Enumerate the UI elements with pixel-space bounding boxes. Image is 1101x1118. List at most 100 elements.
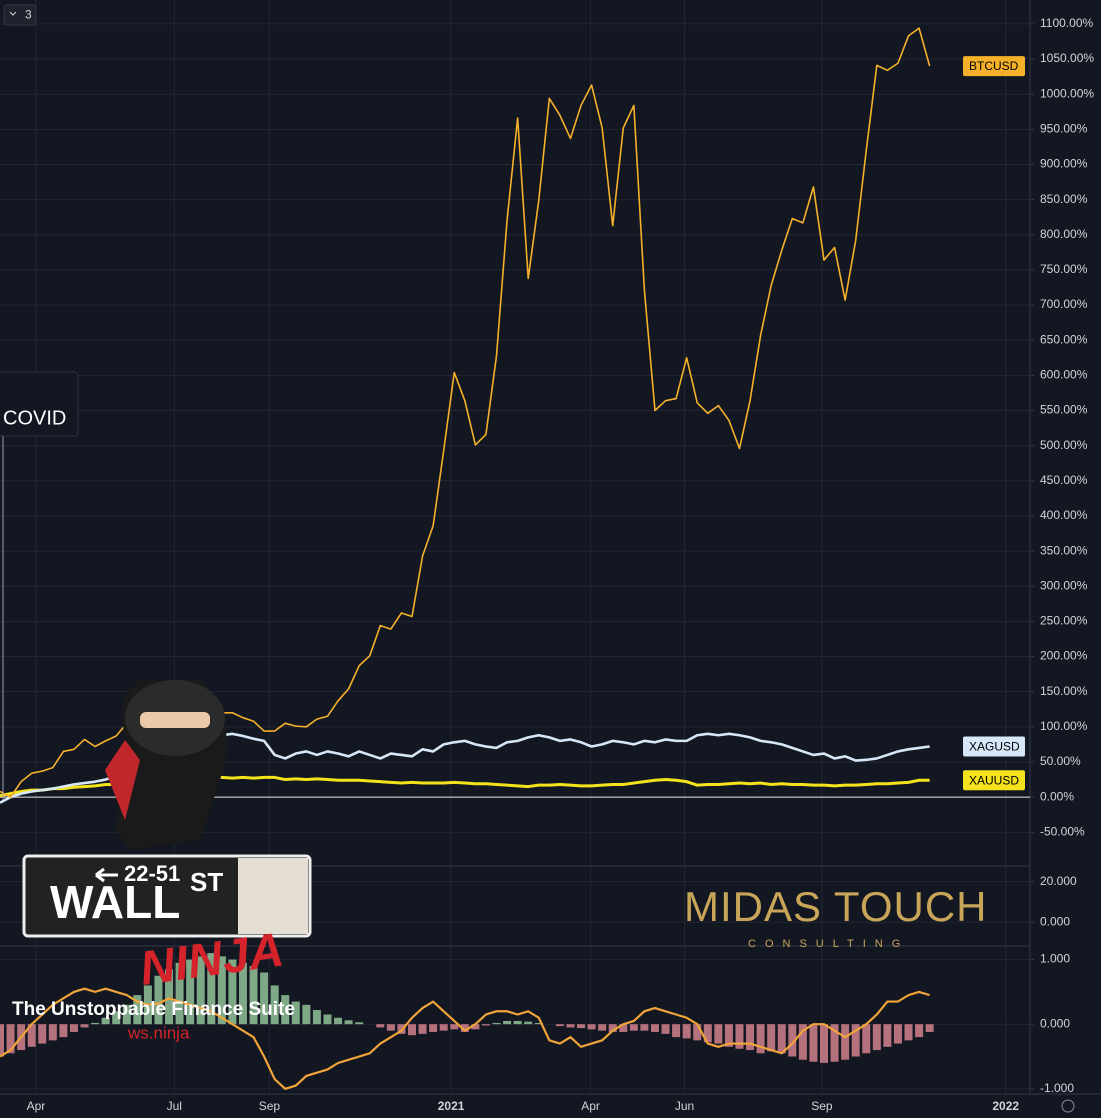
- histogram-bar: [598, 1024, 607, 1031]
- histogram-bar: [334, 1017, 343, 1025]
- histogram-bar: [767, 1024, 776, 1052]
- histogram-bar: [661, 1024, 670, 1034]
- histogram-bar: [196, 956, 205, 1025]
- histogram-bar: [122, 1004, 131, 1025]
- settings-icon[interactable]: [1061, 1099, 1075, 1113]
- x-tick-label: 2022: [992, 1099, 1019, 1113]
- histogram-bar: [439, 1024, 448, 1031]
- x-tick-label: Sep: [811, 1099, 833, 1113]
- histogram-bar: [6, 1024, 15, 1054]
- histogram-bar: [450, 1024, 459, 1030]
- histogram-bar: [418, 1024, 427, 1034]
- histogram-bar: [112, 1011, 121, 1025]
- histogram-bar: [925, 1024, 934, 1032]
- y-tick-label: 200.00%: [1040, 649, 1088, 663]
- y-tick-label: 400.00%: [1040, 508, 1088, 522]
- histogram-bar: [640, 1024, 649, 1031]
- histogram-bar: [154, 975, 163, 1025]
- histogram-bar: [460, 1024, 469, 1032]
- y-tick-label: 700.00%: [1040, 297, 1088, 311]
- y-tick-label: 450.00%: [1040, 473, 1088, 487]
- histogram-bar: [91, 1022, 100, 1025]
- histogram-bar: [893, 1024, 902, 1044]
- histogram-bar: [724, 1024, 733, 1047]
- watermark-text: ST: [190, 867, 223, 897]
- x-tick-label: Jun: [675, 1099, 694, 1113]
- y-tick-label: 750.00%: [1040, 262, 1088, 276]
- histogram-bar: [355, 1022, 364, 1025]
- y-tick-label: 0.000: [1040, 914, 1070, 928]
- x-tick-label: Apr: [581, 1099, 600, 1113]
- histogram-bar: [534, 1022, 543, 1025]
- histogram-bar: [820, 1024, 828, 1063]
- histogram-bar: [577, 1024, 586, 1029]
- histogram-bar: [101, 1017, 110, 1025]
- histogram-bar: [281, 995, 290, 1025]
- y-tick-label: 950.00%: [1040, 122, 1088, 136]
- histogram-bar: [481, 1024, 490, 1026]
- histogram-bar: [238, 962, 247, 1025]
- legend-box: [963, 736, 1025, 757]
- histogram-bar: [851, 1024, 860, 1057]
- legend-label: XAGUSD: [969, 740, 1020, 754]
- histogram-bar: [693, 1024, 702, 1041]
- histogram-bar: [566, 1024, 575, 1028]
- histogram-bar: [186, 959, 195, 1025]
- histogram-bar: [312, 1009, 321, 1025]
- histogram-bar: [471, 1024, 480, 1030]
- histogram-bar: [59, 1024, 68, 1038]
- y-tick-label: 500.00%: [1040, 438, 1088, 452]
- histogram-bar: [777, 1024, 786, 1054]
- watermark-text: 22-51: [124, 861, 180, 886]
- oscillator-line: [0, 987, 930, 1091]
- histogram-bar: [80, 1024, 89, 1028]
- histogram-bar: [492, 1022, 501, 1025]
- histogram-bar: [672, 1024, 681, 1038]
- legend-box: [963, 770, 1025, 791]
- x-tick-label: 2021: [438, 1099, 465, 1113]
- histogram-bar: [386, 1024, 395, 1031]
- histogram-bar: [165, 969, 174, 1025]
- histogram-bar: [883, 1024, 892, 1047]
- histogram-bar: [260, 972, 269, 1025]
- histogram-bar: [376, 1024, 385, 1028]
- histogram-bar: [830, 1024, 839, 1062]
- y-tick-label: 20.000: [1040, 874, 1077, 888]
- histogram-bar: [291, 1001, 300, 1025]
- y-tick-label: 900.00%: [1040, 157, 1088, 171]
- y-tick-label: 600.00%: [1040, 368, 1088, 382]
- y-tick-label: -1.000: [1040, 1081, 1074, 1095]
- y-tick-label: 300.00%: [1040, 578, 1088, 592]
- y-tick-label: 800.00%: [1040, 227, 1088, 241]
- annotation: COVID: [3, 407, 66, 429]
- histogram-bar: [270, 985, 279, 1025]
- pane-toggle[interactable]: 3: [3, 4, 37, 26]
- logo-text: MIDAS TOUCH: [684, 883, 987, 930]
- histogram-bar: [650, 1024, 659, 1032]
- y-tick-label: 50.00%: [1040, 754, 1081, 768]
- y-tick-label: 100.00%: [1040, 719, 1088, 733]
- legend-label: BTCUSD: [969, 59, 1019, 73]
- watermark-sign: 22-51 WALL ST NINJA The Unstoppable Fina…: [12, 680, 312, 1042]
- histogram-bar: [619, 1024, 628, 1032]
- histogram-bar: [682, 1024, 691, 1039]
- legend-box: [963, 56, 1025, 77]
- histogram-bar: [408, 1024, 416, 1036]
- histogram-bar: [344, 1020, 353, 1025]
- histogram-bar: [904, 1024, 913, 1041]
- watermark-text: ws.ninja: [127, 1023, 190, 1042]
- y-tick-label: 0.00%: [1040, 789, 1074, 803]
- y-tick-label: 550.00%: [1040, 403, 1088, 417]
- y-tick-label: 850.00%: [1040, 192, 1088, 206]
- y-tick-label: 350.00%: [1040, 543, 1088, 557]
- histogram-bar: [513, 1020, 522, 1025]
- histogram-bar: [228, 959, 237, 1025]
- histogram-bar: [429, 1024, 438, 1032]
- histogram-bar: [249, 966, 258, 1025]
- y-tick-label: 1050.00%: [1040, 51, 1094, 65]
- x-tick-label: Apr: [27, 1099, 46, 1113]
- histogram-bar: [524, 1021, 533, 1025]
- histogram-bar: [207, 953, 216, 1025]
- x-tick-label: Jul: [167, 1099, 182, 1113]
